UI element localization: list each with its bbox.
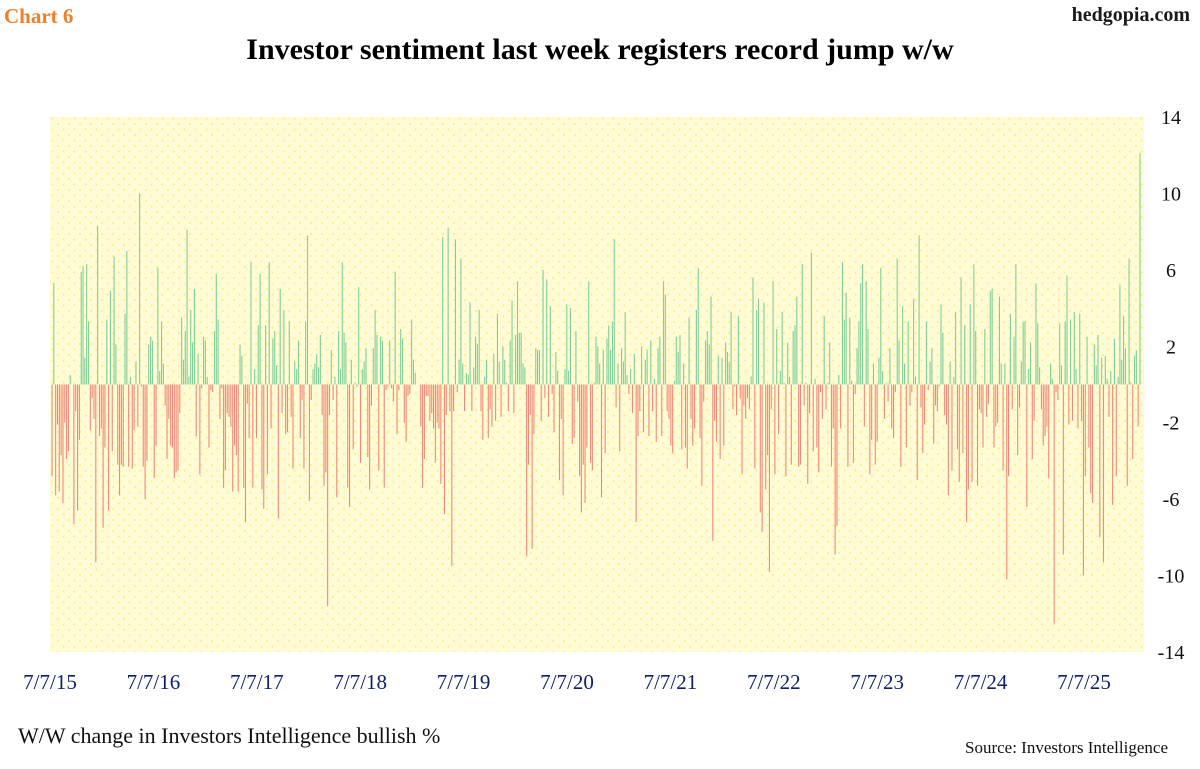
y-tick-label: -10 <box>1158 566 1185 588</box>
site-name: hedgopia.com <box>1071 4 1190 26</box>
y-axis-tick-labels: 14 10 6 2 -2 -6 -10 -14 <box>1158 107 1185 664</box>
x-tick-label: 7/7/23 <box>850 670 904 694</box>
x-tick-label: 7/7/24 <box>954 670 1008 694</box>
y-tick-label: 2 <box>1166 336 1176 358</box>
bars-group <box>51 153 1141 624</box>
x-tick-label: 7/7/17 <box>230 670 284 694</box>
x-axis-tick-labels: 7/7/15 7/7/16 7/7/17 7/7/18 7/7/19 7/7/20 7/7/… <box>23 670 1111 694</box>
x-tick-label: 7/7/22 <box>747 670 801 694</box>
x-tick-label: 7/7/19 <box>437 670 491 694</box>
x-tick-label: 7/7/25 <box>1057 670 1111 694</box>
y-tick-label: 10 <box>1161 183 1181 205</box>
chart-caption: W/W change in Investors Intelligence bul… <box>18 723 441 748</box>
chart-title: Investor sentiment last week registers r… <box>246 33 954 66</box>
chart-number-label: Chart 6 <box>4 4 74 28</box>
y-tick-label: -6 <box>1163 489 1180 511</box>
x-tick-label: 7/7/21 <box>644 670 698 694</box>
y-tick-label: 14 <box>1161 107 1181 129</box>
y-tick-label: -14 <box>1158 642 1185 664</box>
x-tick-label: 7/7/15 <box>23 670 77 694</box>
source-note: Source: Investors Intelligence <box>965 738 1168 757</box>
y-tick-label: 6 <box>1166 260 1176 282</box>
x-tick-label: 7/7/16 <box>127 670 181 694</box>
y-tick-label: -2 <box>1163 413 1180 435</box>
x-tick-label: 7/7/18 <box>333 670 387 694</box>
x-tick-label: 7/7/20 <box>540 670 594 694</box>
